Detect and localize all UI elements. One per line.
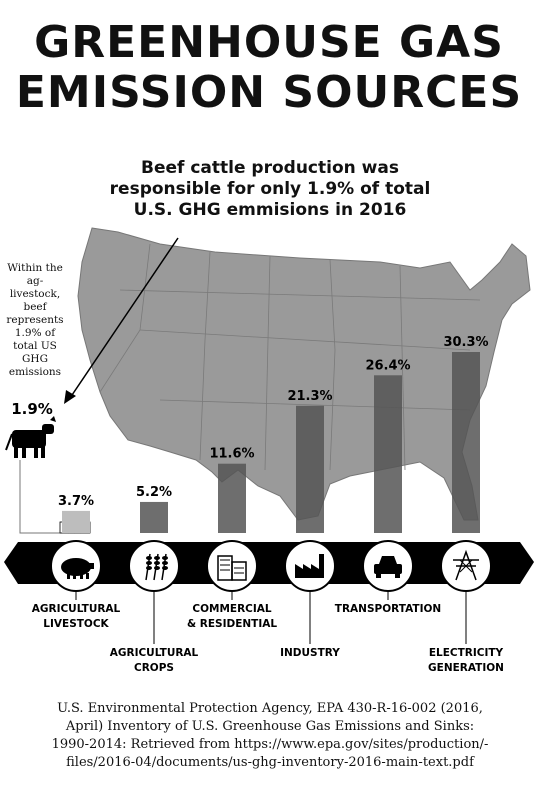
bar bbox=[218, 463, 246, 533]
category-label: LIVESTOCK bbox=[43, 618, 109, 630]
category-label: TRANSPORTATION bbox=[335, 603, 441, 615]
cow-icon bbox=[5, 416, 56, 458]
bar-value-label: 21.3% bbox=[287, 389, 332, 404]
bars-layer: 3.7% 5.2% 11.6% 21.3% 26.4% 30.3% bbox=[58, 335, 489, 533]
beef-connector bbox=[19, 460, 62, 534]
power-tower-icon bbox=[453, 549, 479, 581]
citation-line: files/2016-04/documents/us-ghg-inventory… bbox=[66, 755, 474, 770]
category-label: CROPS bbox=[134, 662, 174, 674]
icon-circle bbox=[284, 540, 336, 592]
headline-line-1: Beef cattle production was bbox=[141, 158, 399, 178]
side-note-line: total US bbox=[13, 340, 57, 352]
bar-value-label: 3.7% bbox=[58, 494, 94, 509]
title-line-2: EMISSION SOURCES bbox=[15, 67, 523, 118]
category-label: INDUSTRY bbox=[280, 647, 340, 659]
headline-line-3: U.S. GHG emmisions in 2016 bbox=[133, 200, 407, 220]
citation-line: 1990-2014: Retrieved from https://www.ep… bbox=[51, 737, 489, 752]
building-icon bbox=[217, 555, 247, 581]
category-label: AGRICULTURAL bbox=[32, 603, 121, 615]
category-label: COMMERCIAL bbox=[192, 603, 272, 615]
bar-value-label: 5.2% bbox=[136, 485, 172, 500]
wheat-icon bbox=[145, 553, 168, 581]
side-note: Within the ag-livestock, beef represents… bbox=[2, 262, 68, 379]
headline-callout: Beef cattle production was responsible f… bbox=[90, 158, 450, 221]
side-note-line: ag-livestock, bbox=[9, 275, 61, 300]
page-title: GREENHOUSE GAS EMISSION SOURCES bbox=[0, 18, 538, 118]
factory-icon bbox=[295, 554, 324, 578]
citation-line: U.S. Environmental Protection Agency, EP… bbox=[57, 701, 483, 716]
bar bbox=[140, 501, 168, 533]
side-note-line: represents bbox=[6, 314, 64, 326]
side-note-line: emissions bbox=[8, 366, 62, 378]
side-note-line: beef bbox=[23, 301, 47, 313]
bar bbox=[296, 405, 324, 533]
citation: U.S. Environmental Protection Agency, EP… bbox=[14, 700, 526, 772]
bar bbox=[374, 375, 402, 533]
side-note-line: GHG bbox=[22, 353, 48, 365]
bar-value-label: 26.4% bbox=[365, 358, 410, 373]
bar-value-label: 30.3% bbox=[443, 335, 488, 350]
category-label: GENERATION bbox=[428, 662, 504, 674]
beef-value-label: 1.9% bbox=[11, 400, 53, 418]
side-note-line: Within the bbox=[7, 262, 63, 274]
headline-line-2: responsible for only 1.9% of total bbox=[109, 179, 431, 199]
category-label: & RESIDENTIAL bbox=[187, 618, 277, 630]
emissions-chart: 1.9% 3.7% 5.2% 11.6% 21.3% 26.4% 30.3% AGRICU… bbox=[4, 227, 534, 674]
pig-icon bbox=[61, 558, 94, 579]
state-lines bbox=[99, 243, 481, 471]
citation-line: April) Inventory of U.S. Greenhouse Gas … bbox=[65, 719, 475, 734]
callout-arrow bbox=[69, 237, 179, 399]
callout-arrowhead bbox=[64, 390, 76, 404]
title-line-1: GREENHOUSE GAS bbox=[34, 17, 504, 68]
category-label: AGRICULTURAL bbox=[110, 647, 199, 659]
icon-circle bbox=[128, 540, 180, 592]
category-labels-layer: AGRICULTURAL LIVESTOCK AGRICULTURAL CROPS CO… bbox=[32, 591, 504, 674]
bar bbox=[452, 352, 480, 533]
side-note-line: 1.9% of bbox=[14, 327, 56, 339]
category-label: ELECTRICITY bbox=[429, 647, 504, 659]
car-icon bbox=[374, 556, 402, 578]
bar bbox=[62, 510, 90, 533]
bar-value-label: 11.6% bbox=[209, 447, 254, 462]
